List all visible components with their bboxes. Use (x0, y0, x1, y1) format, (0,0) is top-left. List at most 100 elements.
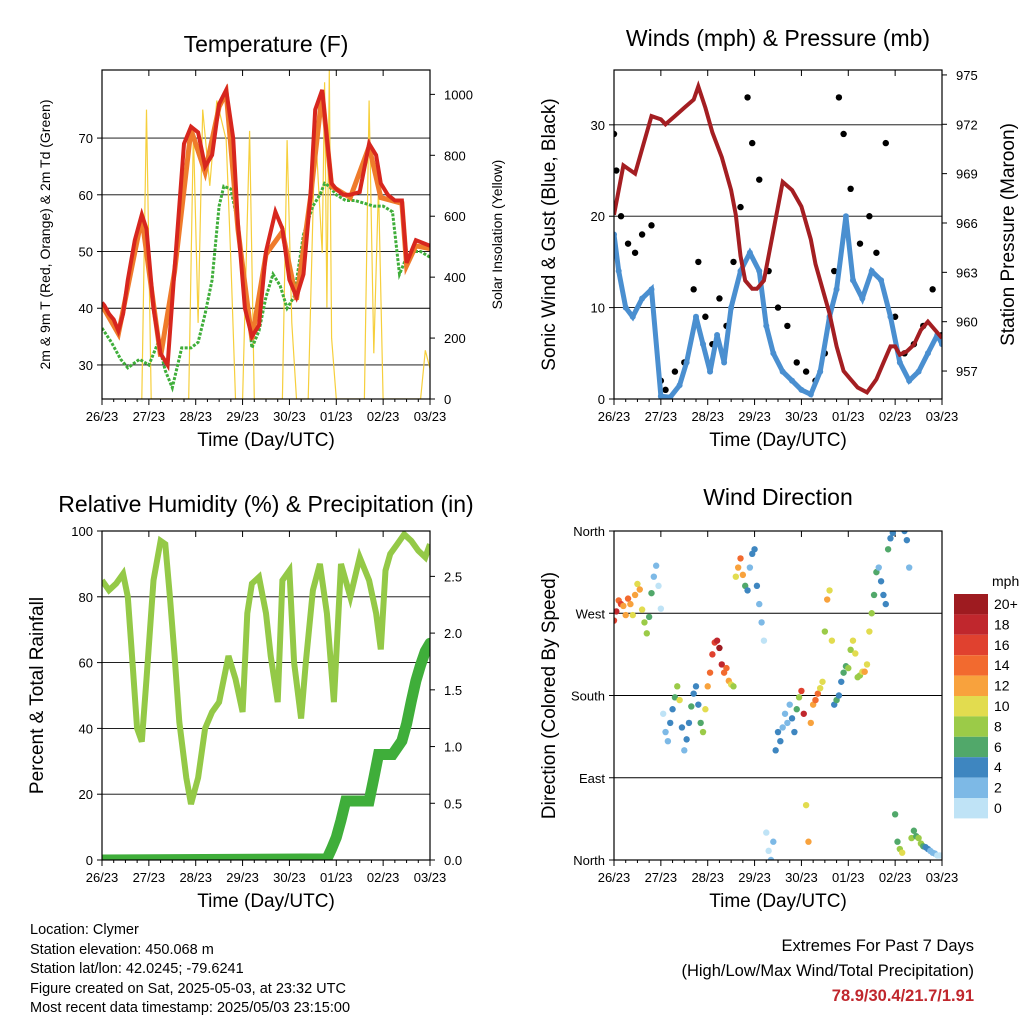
direction-point (826, 587, 833, 594)
y2-axis-label: Station Pressure (Maroon) (998, 123, 1019, 346)
wind-point (683, 359, 690, 366)
wind-point (859, 295, 866, 302)
y-tick-label: 100 (71, 524, 93, 539)
colorbar-label: 8 (994, 718, 1002, 734)
x-tick-label: 01/23 (832, 870, 865, 885)
direction-point (887, 535, 894, 542)
direction-point (786, 701, 793, 708)
gust-point (802, 368, 810, 375)
x-tick-label: 26/23 (86, 870, 119, 885)
direction-point (767, 856, 775, 860)
panel-title: Wind Direction (703, 484, 853, 510)
wind-point (614, 231, 617, 238)
y-axis-label: Direction (Colored By Speed) (539, 572, 560, 819)
colorbar-swatch (954, 736, 988, 758)
direction-point (685, 719, 693, 727)
direction-point (791, 728, 798, 736)
colorbar-unit: mph (992, 573, 1019, 589)
y-tick-label: North (573, 853, 605, 868)
x-tick-label: 28/23 (179, 409, 212, 424)
direction-point (681, 747, 688, 754)
wind-point (842, 213, 849, 220)
direction-point (770, 838, 777, 845)
panel-3: Relative Humidity (%) & Precipitation (i… (27, 491, 474, 912)
gust-point (631, 249, 639, 256)
direction-point (746, 564, 754, 571)
direction-point (718, 661, 725, 668)
y-tick-label: 30 (591, 118, 605, 133)
colorbar-swatch (954, 777, 988, 798)
wind-point (746, 249, 753, 256)
y2-tick-label: 969 (956, 167, 978, 182)
latlon-text: Station lat/lon: 42.0245; -79.6241 (30, 961, 244, 977)
y-tick-label: 30 (79, 358, 93, 373)
direction-point (739, 571, 747, 579)
direction-point (938, 852, 942, 859)
direction-point (756, 600, 763, 608)
direction-point (889, 531, 896, 537)
direction-point (667, 719, 674, 727)
direction-point (697, 719, 704, 727)
series-station-pressure (614, 80, 942, 395)
direction-point (821, 628, 829, 635)
direction-point (828, 637, 836, 644)
direction-point (884, 546, 892, 553)
direction-point (657, 605, 665, 612)
extremes-title: Extremes For Past 7 Days (781, 937, 974, 955)
y-tick-label: East (579, 771, 605, 786)
direction-point (614, 617, 618, 624)
x-tick-label: 03/23 (926, 870, 959, 885)
direction-point (863, 661, 871, 668)
colorbar-label: 18 (994, 616, 1010, 632)
wind-point (833, 286, 840, 293)
direction-point (824, 596, 831, 603)
wind-point (878, 277, 885, 284)
direction-point (690, 690, 697, 697)
x-tick-label: 29/23 (738, 870, 771, 885)
gust-point (716, 295, 723, 302)
direction-point (730, 683, 737, 690)
x-tick-label: 01/23 (320, 409, 353, 424)
direction-point (629, 611, 636, 619)
gust-point (831, 267, 838, 275)
location-text: Location: Clymer (30, 922, 139, 938)
x-tick-label: 27/23 (645, 870, 678, 885)
y-tick-label: 60 (79, 656, 93, 671)
direction-point (732, 573, 740, 580)
x-tick-label: 03/23 (414, 870, 447, 885)
direction-point (645, 613, 653, 621)
direction-point (838, 678, 845, 685)
wind-point (789, 377, 796, 384)
wind-point (622, 304, 629, 311)
x-tick-label: 27/23 (133, 870, 166, 885)
y-tick-label: 60 (79, 188, 93, 203)
wind-point (896, 359, 903, 366)
direction-point (676, 696, 683, 704)
direction-point (915, 834, 922, 842)
direction-point (638, 606, 646, 613)
wind-point (728, 304, 735, 311)
x-tick-label: 30/23 (273, 870, 306, 885)
direction-point (734, 564, 742, 571)
wind-point (763, 322, 770, 329)
direction-point (774, 728, 782, 736)
x-tick-label: 01/23 (832, 409, 865, 424)
panel-title: Relative Humidity (%) & Precipitation (i… (58, 491, 473, 517)
y-tick-label: 20 (591, 209, 605, 224)
x-tick-label: 26/23 (598, 409, 631, 424)
direction-point (816, 684, 824, 692)
direction-point (906, 564, 913, 571)
wind-point (849, 277, 856, 284)
direction-point (772, 747, 779, 754)
y-tick-label: 50 (79, 245, 93, 260)
series-total-precipitation (102, 637, 430, 860)
gust-point (624, 240, 632, 247)
x-tick-label: 03/23 (414, 409, 447, 424)
direction-point (648, 589, 655, 597)
x-tick-label: 28/23 (691, 870, 724, 885)
plot-frame (101, 69, 431, 400)
y-tick-label: South (571, 689, 605, 704)
direction-point (805, 838, 812, 845)
direction-point (870, 591, 878, 599)
